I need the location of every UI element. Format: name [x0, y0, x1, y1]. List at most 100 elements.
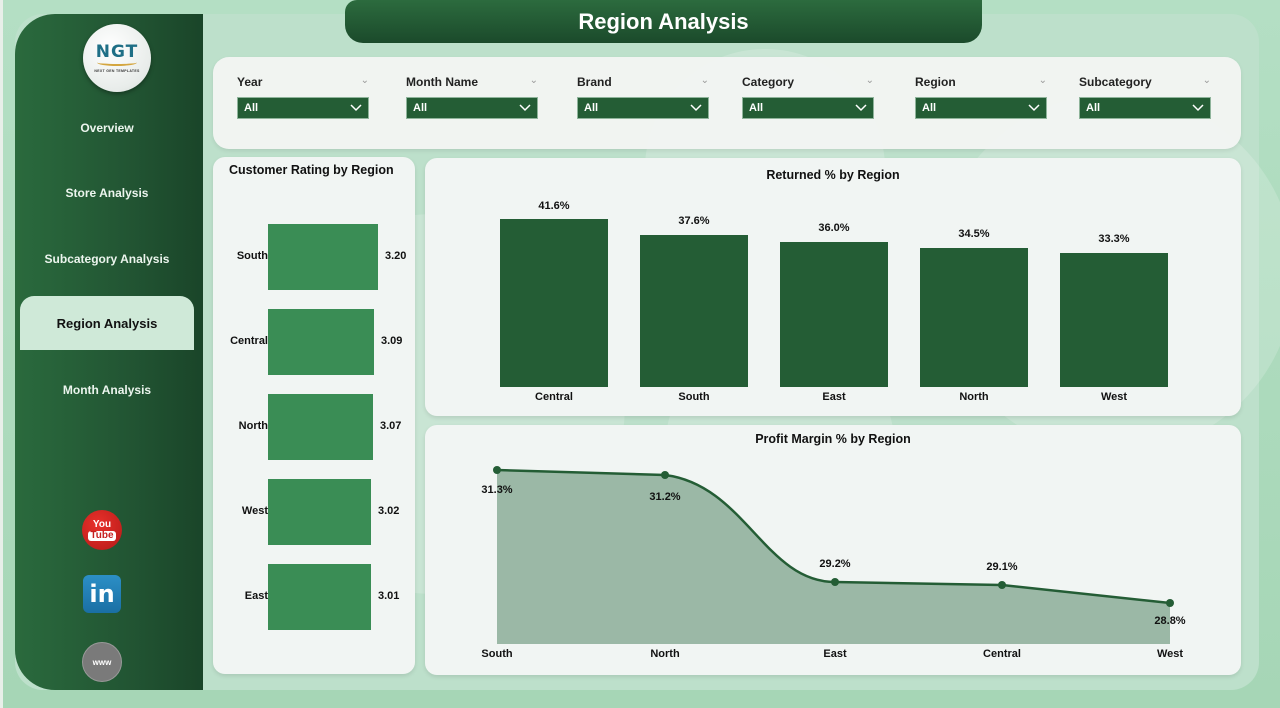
x-axis-label: Central [983, 648, 1021, 660]
data-point[interactable] [493, 466, 501, 474]
bar-category-label: North [238, 420, 268, 432]
bar-category-label: Central [230, 335, 268, 347]
area-chart-plot [493, 466, 1174, 644]
bar-row: Central 3.09 [213, 309, 413, 375]
point-value-label: 29.1% [986, 561, 1018, 573]
bar[interactable] [268, 394, 373, 460]
youtube-icon-text: You [92, 518, 112, 530]
dropdown-value: All [1086, 102, 1101, 114]
chevron-down-icon [519, 104, 531, 112]
bar-value-label: 37.6% [678, 215, 710, 227]
sidebar-item-overview[interactable]: Overview [80, 121, 134, 135]
chevron-down-icon[interactable]: ⌄ [865, 75, 874, 86]
brand-dropdown[interactable]: All [577, 97, 709, 119]
bar-value-label: 3.07 [380, 420, 402, 432]
chevron-down-icon[interactable]: ⌄ [1038, 75, 1047, 86]
ngt-logo[interactable]: NGT NEXT GEN TEMPLATES [83, 24, 151, 92]
sidebar-item-subcategory-analysis[interactable]: Subcategory Analysis [44, 252, 170, 266]
returned-percent-chart: Returned % by Region 41.6% Central 37.6%… [425, 158, 1241, 416]
data-point[interactable] [831, 578, 839, 586]
bar[interactable] [500, 219, 608, 387]
linkedin-link[interactable]: in [82, 574, 122, 614]
youtube-icon: You Tube [82, 510, 122, 550]
category-dropdown[interactable]: All [742, 97, 874, 119]
point-value-label: 31.2% [649, 491, 681, 503]
month-name-dropdown[interactable]: All [406, 97, 538, 119]
profit-margin-chart: Profit Margin % by Region 31.3% 31.2% 29… [425, 425, 1241, 675]
website-link[interactable]: www [82, 642, 122, 682]
data-point[interactable] [661, 471, 669, 479]
subcategory-dropdown[interactable]: All [1079, 97, 1211, 119]
page-title: Region Analysis [345, 0, 982, 43]
bar-value-label: 3.01 [378, 590, 400, 602]
bar-row: South 3.20 [213, 224, 413, 290]
bar-row: North 3.07 [213, 394, 413, 460]
linkedin-icon: in [83, 575, 121, 613]
bar-category-label: West [241, 505, 268, 517]
bar-category-label: South [236, 250, 268, 262]
filter-month-name: Month Name ⌄ All [406, 75, 538, 119]
bar[interactable] [268, 309, 374, 375]
chevron-down-icon [690, 104, 702, 112]
bar[interactable] [640, 235, 748, 387]
chevron-down-icon[interactable]: ⌄ [360, 75, 369, 86]
year-dropdown[interactable]: All [237, 97, 369, 119]
chevron-down-icon [1192, 104, 1204, 112]
region-dropdown[interactable]: All [915, 97, 1047, 119]
youtube-icon-text: Tube [88, 529, 116, 541]
logo-subtitle: NEXT GEN TEMPLATES [94, 68, 140, 73]
dropdown-value: All [584, 102, 599, 114]
x-axis-label: South [481, 648, 513, 660]
profit-line [496, 468, 1171, 605]
bar-category-label: South [678, 391, 710, 403]
bar-value-label: 3.20 [385, 250, 407, 262]
point-value-label: 28.8% [1154, 615, 1186, 627]
data-point[interactable] [1166, 599, 1174, 607]
dropdown-value: All [413, 102, 428, 114]
sidebar-item-region-analysis[interactable]: Region Analysis [20, 296, 194, 350]
bar-value-label: 3.09 [381, 335, 403, 347]
bar[interactable] [1060, 253, 1168, 387]
bar-value-label: 33.3% [1098, 233, 1130, 245]
filter-year: Year ⌄ All [237, 75, 369, 119]
filter-brand: Brand ⌄ All [577, 75, 709, 119]
chevron-down-icon[interactable]: ⌄ [700, 75, 709, 86]
bar[interactable] [268, 224, 378, 290]
chart-title: Returned % by Region [766, 168, 900, 182]
chart-title: Profit Margin % by Region [755, 432, 911, 446]
chevron-down-icon [350, 104, 362, 112]
area-fill [497, 470, 1170, 644]
chevron-down-icon [1028, 104, 1040, 112]
point-value-label: 31.3% [481, 484, 513, 496]
chevron-down-icon[interactable]: ⌄ [1202, 75, 1211, 86]
filter-label: Region [915, 75, 956, 89]
point-value-label: 29.2% [819, 558, 851, 570]
bar[interactable] [780, 242, 888, 387]
data-point[interactable] [998, 581, 1006, 589]
globe-icon: www [82, 642, 122, 682]
bar-value-label: 34.5% [958, 228, 990, 240]
bar[interactable] [268, 479, 371, 545]
x-axis-label: North [650, 648, 680, 660]
chevron-down-icon[interactable]: ⌄ [529, 75, 538, 86]
customer-rating-chart: Customer Rating by Region South 3.20 Cen… [213, 157, 415, 674]
filter-label: Category [742, 75, 795, 89]
sidebar-item-store-analysis[interactable]: Store Analysis [65, 186, 149, 200]
dropdown-value: All [749, 102, 764, 114]
bar[interactable] [268, 564, 371, 630]
bar-category-label: East [822, 391, 846, 403]
chevron-down-icon [855, 104, 867, 112]
bar-row: West 3.02 [213, 479, 413, 545]
filter-label: Brand [577, 75, 612, 89]
logo-text: NGT [95, 41, 139, 62]
bar[interactable] [920, 248, 1028, 387]
filter-label: Subcategory [1079, 75, 1152, 89]
x-axis-label: West [1156, 648, 1184, 660]
bar-value-label: 3.02 [378, 505, 400, 517]
bar-value-label: 36.0% [818, 222, 850, 234]
dropdown-value: All [244, 102, 259, 114]
sidebar-item-month-analysis[interactable]: Month Analysis [62, 383, 152, 397]
filter-label: Month Name [406, 75, 478, 89]
youtube-link[interactable]: You Tube [82, 510, 122, 550]
filter-panel: Year ⌄ All Month Name ⌄ All Brand ⌄ All … [213, 57, 1241, 149]
